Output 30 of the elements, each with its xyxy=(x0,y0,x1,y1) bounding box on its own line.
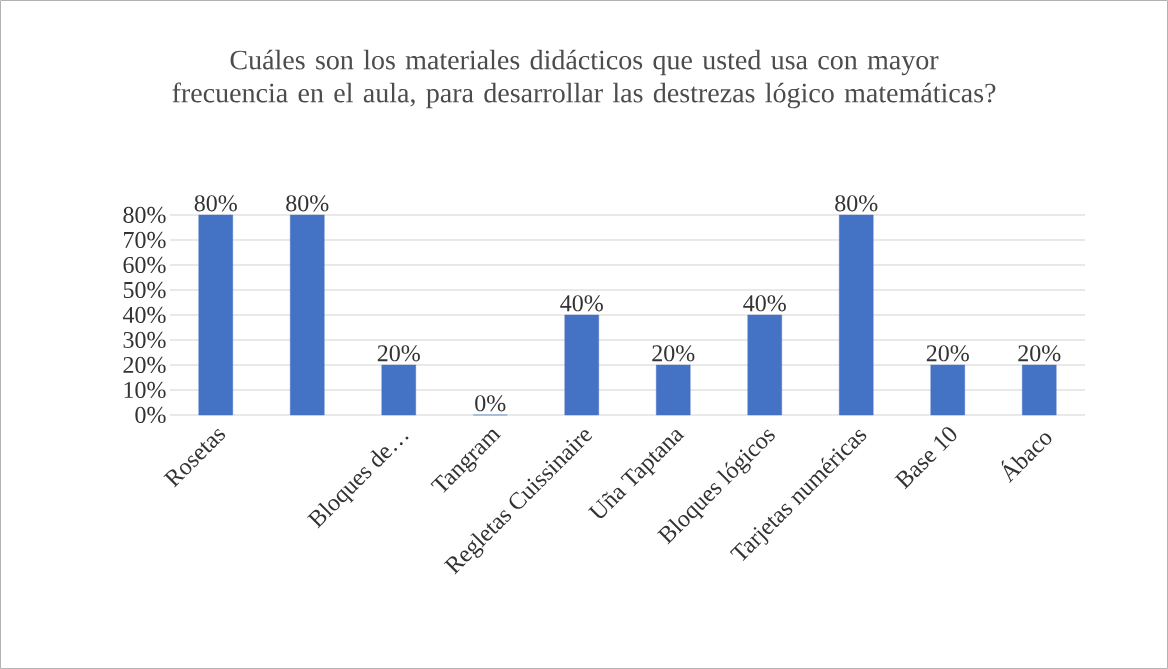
y-tick-label: 50% xyxy=(123,281,166,299)
data-label: 20% xyxy=(377,345,420,362)
data-label: 40% xyxy=(743,295,786,312)
y-tick-label: 60% xyxy=(123,256,166,274)
bar xyxy=(747,314,782,416)
bar xyxy=(290,214,325,416)
bar xyxy=(1022,364,1057,416)
bar xyxy=(656,364,691,416)
data-label: 20% xyxy=(926,345,969,362)
data-label: 0% xyxy=(475,395,506,412)
y-tick-label: 30% xyxy=(123,331,166,349)
y-tick-label: 70% xyxy=(124,231,166,249)
bar xyxy=(930,364,965,416)
x-tick-label: Base 10 xyxy=(894,427,957,490)
bar xyxy=(198,214,233,416)
data-label: 80% xyxy=(194,195,237,212)
y-tick-label: 40% xyxy=(122,306,166,324)
bar xyxy=(564,314,599,416)
data-label: 80% xyxy=(835,195,878,212)
data-label: 40% xyxy=(560,295,603,312)
data-label: 20% xyxy=(652,345,695,362)
y-tick-label: 0% xyxy=(135,406,166,424)
y-tick-label: 10% xyxy=(124,381,166,399)
bar xyxy=(839,214,874,416)
chart-title: Cuáles son los materiales didácticos que usted usa con mayor frecuencia en el aula, para desarrollar las destrezas lógico matemáticas? xyxy=(172,49,996,109)
y-tick-label: 80% xyxy=(123,206,166,224)
y-tick-label: 20% xyxy=(123,356,166,374)
data-label: 80% xyxy=(286,195,329,212)
bar xyxy=(381,364,416,416)
data-label: 20% xyxy=(1018,345,1061,362)
